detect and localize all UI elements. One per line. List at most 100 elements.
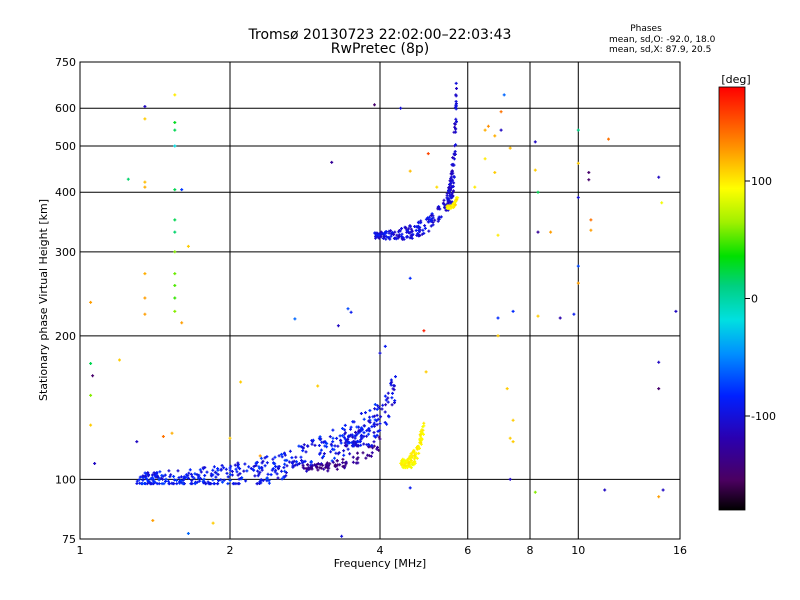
data-point bbox=[607, 137, 610, 141]
data-point bbox=[211, 478, 215, 482]
data-point bbox=[589, 228, 593, 232]
data-point bbox=[536, 230, 540, 234]
data-point bbox=[392, 388, 396, 392]
data-point bbox=[254, 462, 258, 466]
data-point bbox=[418, 433, 422, 437]
data-point bbox=[402, 458, 406, 462]
data-point bbox=[367, 427, 371, 430]
data-point bbox=[427, 229, 431, 233]
data-point bbox=[448, 194, 452, 198]
data-point bbox=[387, 415, 391, 419]
data-point bbox=[422, 424, 426, 428]
data-point bbox=[442, 198, 446, 202]
data-point bbox=[173, 230, 177, 234]
data-point bbox=[373, 103, 376, 107]
data-point bbox=[89, 300, 93, 304]
data-point bbox=[143, 312, 147, 316]
data-point bbox=[198, 468, 202, 472]
data-point bbox=[378, 422, 382, 426]
data-point bbox=[170, 481, 174, 485]
data-point bbox=[263, 464, 267, 468]
data-point bbox=[261, 459, 265, 463]
data-point bbox=[436, 207, 440, 211]
data-point bbox=[330, 160, 334, 164]
data-point bbox=[420, 232, 424, 236]
data-point bbox=[249, 467, 253, 470]
data-point bbox=[409, 227, 413, 231]
data-point bbox=[407, 460, 411, 464]
data-point bbox=[302, 446, 305, 450]
data-point bbox=[454, 117, 458, 121]
data-point bbox=[499, 110, 503, 114]
data-point bbox=[400, 237, 404, 241]
data-point bbox=[333, 456, 336, 460]
data-point bbox=[389, 378, 393, 382]
data-point bbox=[277, 465, 281, 468]
data-point bbox=[335, 467, 339, 471]
data-point bbox=[280, 469, 283, 473]
x-tick-label: 8 bbox=[527, 544, 534, 557]
data-point bbox=[206, 480, 210, 484]
data-point bbox=[448, 179, 452, 183]
data-point bbox=[143, 105, 147, 108]
data-point bbox=[375, 447, 379, 451]
data-point bbox=[137, 478, 141, 482]
data-point bbox=[444, 208, 448, 212]
data-point bbox=[388, 237, 392, 241]
data-point bbox=[173, 284, 177, 287]
data-point bbox=[150, 473, 154, 477]
data-point bbox=[346, 307, 350, 311]
data-point bbox=[141, 482, 144, 486]
data-point bbox=[354, 442, 358, 446]
data-point bbox=[380, 232, 384, 236]
data-point bbox=[368, 409, 372, 412]
y-tick-label: 500 bbox=[55, 140, 76, 153]
data-point bbox=[89, 393, 93, 397]
data-point bbox=[344, 460, 348, 464]
data-point bbox=[190, 482, 194, 486]
data-point bbox=[329, 450, 333, 454]
data-point bbox=[412, 457, 416, 461]
data-point bbox=[310, 464, 314, 468]
data-point bbox=[256, 469, 260, 473]
data-point bbox=[384, 230, 388, 234]
data-point bbox=[230, 470, 234, 473]
data-point bbox=[336, 324, 340, 328]
data-point bbox=[280, 452, 283, 456]
data-point bbox=[379, 415, 383, 419]
data-point bbox=[310, 467, 314, 471]
data-point bbox=[288, 449, 292, 453]
data-point bbox=[152, 479, 156, 483]
y-tick-label: 200 bbox=[55, 330, 76, 343]
data-point bbox=[451, 163, 454, 167]
data-point bbox=[89, 423, 93, 427]
y-tick-label: 300 bbox=[55, 246, 76, 259]
data-point bbox=[424, 370, 428, 374]
data-point bbox=[383, 394, 387, 398]
data-point bbox=[193, 482, 197, 486]
data-point bbox=[306, 463, 310, 467]
data-point bbox=[304, 467, 308, 470]
data-point bbox=[375, 407, 379, 411]
data-point bbox=[427, 220, 431, 224]
data-point bbox=[216, 467, 220, 471]
data-point bbox=[433, 218, 437, 222]
data-point bbox=[173, 309, 177, 313]
data-point bbox=[386, 391, 390, 395]
data-point bbox=[370, 425, 374, 429]
data-point bbox=[377, 435, 381, 439]
colorbar-tick-label: -100 bbox=[751, 410, 776, 423]
data-point bbox=[454, 203, 457, 207]
data-point bbox=[401, 459, 404, 463]
data-point bbox=[158, 470, 162, 474]
data-point bbox=[173, 128, 177, 132]
data-point bbox=[331, 460, 335, 464]
chart-title: Tromsø 20130723 22:02:00–22:03:43 bbox=[248, 27, 512, 43]
data-point bbox=[339, 441, 343, 445]
data-point bbox=[147, 480, 151, 484]
data-point bbox=[325, 462, 329, 466]
data-point bbox=[173, 250, 177, 254]
data-point bbox=[155, 482, 159, 486]
data-point bbox=[277, 454, 281, 458]
